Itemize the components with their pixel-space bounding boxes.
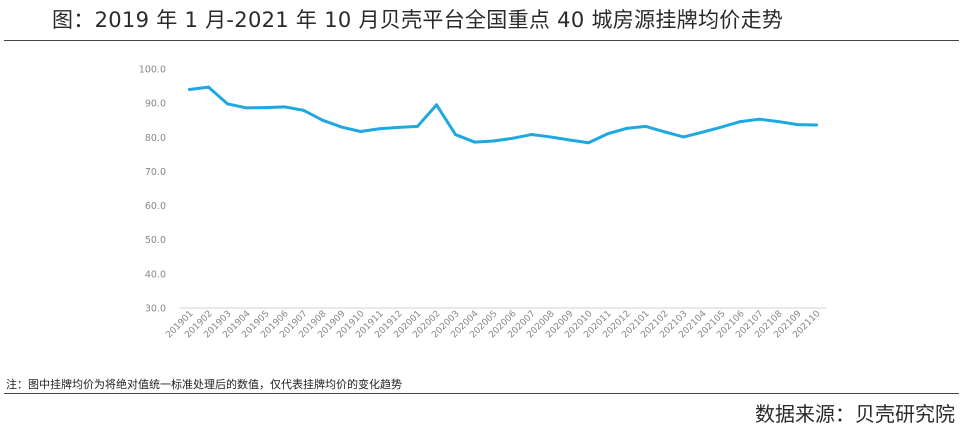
- page-title: 图：2019 年 1 月-2021 年 10 月贝壳平台全国重点 40 城房源挂…: [52, 8, 784, 32]
- data-point: [625, 126, 628, 130]
- data-point: [264, 106, 267, 110]
- y-tick-label: 100.0: [139, 65, 166, 76]
- data-point: [644, 124, 647, 128]
- data-point: [796, 123, 799, 127]
- data-point: [302, 108, 305, 112]
- plot-area: [188, 85, 818, 145]
- data-point: [188, 87, 191, 91]
- data-point: [454, 133, 457, 137]
- data-source: 数据来源：贝壳研究院: [755, 402, 955, 426]
- data-point: [492, 139, 495, 143]
- data-point: [397, 125, 400, 129]
- line-chart: 30.0 40.0 50.0 60.0 70.0 80.0 90.0 100.0 201901…: [139, 65, 826, 340]
- data-point: [682, 135, 685, 139]
- data-point: [207, 85, 210, 89]
- data-point: [568, 138, 571, 142]
- y-tick-label: 30.0: [145, 304, 166, 315]
- data-point: [739, 120, 742, 124]
- data-point: [587, 141, 590, 145]
- data-point: [511, 136, 514, 140]
- y-tick-label: 80.0: [145, 133, 166, 144]
- data-point: [416, 124, 419, 128]
- data-point: [321, 118, 324, 122]
- data-point: [549, 135, 552, 139]
- data-point: [606, 132, 609, 136]
- data-point: [226, 102, 229, 106]
- footer-divider: [4, 393, 959, 394]
- y-tick-label: 70.0: [145, 167, 166, 178]
- data-point: [473, 140, 476, 144]
- y-tick-label: 90.0: [145, 99, 166, 110]
- data-point: [359, 129, 362, 133]
- y-tick-label: 50.0: [145, 235, 166, 246]
- data-point: [815, 123, 818, 127]
- y-tick-label: 40.0: [145, 269, 166, 280]
- data-point: [245, 106, 248, 110]
- data-point: [378, 127, 381, 131]
- data-point: [720, 125, 723, 129]
- data-point: [530, 133, 533, 137]
- y-tick-label: 60.0: [145, 201, 166, 212]
- footnote: 注：图中挂牌均价为将绝对值统一标准处理后的数值，仅代表挂牌均价的变化趋势: [6, 378, 402, 391]
- title-divider: [4, 40, 959, 41]
- data-point: [663, 130, 666, 134]
- data-point: [701, 130, 704, 134]
- x-axis: 2019012019022019032019042019052019062019…: [164, 307, 826, 340]
- data-point: [435, 103, 438, 107]
- y-axis: 30.0 40.0 50.0 60.0 70.0 80.0 90.0 100.0: [139, 65, 166, 315]
- data-point: [758, 117, 761, 121]
- data-point: [283, 105, 286, 109]
- data-point: [777, 120, 780, 124]
- data-point: [340, 125, 343, 129]
- series-line: [188, 85, 818, 145]
